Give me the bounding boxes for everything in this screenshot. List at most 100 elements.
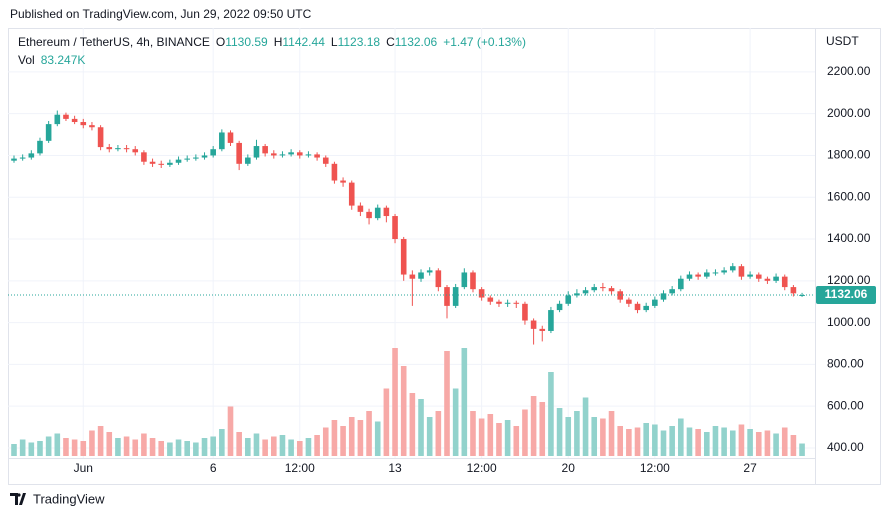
candle-body: [643, 305, 649, 311]
candle-body: [167, 162, 173, 165]
candle-body: [149, 161, 156, 164]
candle-body: [548, 310, 554, 331]
low-value: 1123.18: [337, 35, 381, 49]
candle-body: [747, 274, 753, 277]
candle-body: [461, 272, 468, 288]
volume-bar: [253, 433, 260, 456]
volume-bar: [617, 426, 623, 456]
volume-bar: [210, 436, 216, 456]
volume-bar: [634, 427, 641, 456]
candle-body: [678, 278, 684, 290]
y-tick-label: 600.00: [827, 398, 864, 412]
candle-body: [45, 124, 52, 141]
candle-body: [556, 303, 563, 311]
candle-body: [660, 293, 667, 300]
candle-body: [97, 127, 104, 148]
candle-body: [193, 157, 199, 159]
volume-bar: [149, 438, 156, 456]
candle-body: [452, 287, 459, 306]
volume-bar: [487, 414, 494, 456]
volume-bar: [643, 423, 649, 456]
volume-bar: [296, 441, 303, 456]
volume-bar: [409, 393, 416, 456]
volume-bar: [11, 444, 17, 456]
close-label: C: [386, 35, 395, 49]
volume-bar: [167, 442, 173, 456]
volume-bar: [175, 439, 182, 456]
change: +1.47 (+0.13%): [443, 35, 526, 49]
candle-body: [331, 163, 338, 181]
candle-body: [426, 270, 433, 273]
volume-bar: [591, 417, 598, 456]
candle-body: [392, 216, 398, 240]
volume-bar: [652, 424, 658, 456]
volume-bar: [106, 432, 113, 456]
candle-body: [409, 274, 416, 279]
high-value: 1142.44: [282, 35, 325, 49]
candle-body: [374, 207, 381, 219]
candle-body: [184, 158, 190, 160]
volume-bar: [201, 438, 208, 456]
volume-bar: [115, 438, 121, 456]
volume-bar: [37, 441, 43, 456]
candle-body: [600, 287, 606, 289]
candle-body: [608, 288, 615, 292]
candle-body: [253, 146, 260, 158]
volume-bar: [504, 420, 511, 456]
x-tick-label: 13: [388, 461, 402, 475]
volume-bar: [45, 436, 52, 456]
volume-bar: [686, 427, 693, 456]
candle-body: [348, 182, 355, 206]
candle-body: [712, 272, 719, 274]
candle-body: [773, 276, 779, 281]
volume-bar: [348, 417, 355, 456]
candle-body: [288, 152, 294, 155]
candle-body: [669, 289, 675, 294]
candle-body: [340, 180, 346, 183]
candle-body: [175, 159, 182, 163]
volume-bar: [452, 388, 459, 456]
volume-bar: [608, 411, 615, 456]
volume-bar: [305, 438, 312, 456]
y-tick-label: 1800.00: [827, 148, 871, 162]
candle-body: [504, 302, 511, 304]
volume-bar: [141, 433, 147, 456]
volume-bar: [522, 409, 528, 456]
candle-body: [435, 270, 442, 288]
volume-bar: [539, 402, 546, 456]
volume-bar: [704, 432, 710, 456]
volume-bar: [660, 430, 667, 456]
grid: [8, 28, 815, 458]
volume-bar: [461, 348, 468, 456]
x-tick-label: 12:00: [285, 461, 315, 475]
volume-bar: [444, 351, 450, 456]
candle-body: [106, 147, 113, 150]
candle-body: [132, 149, 139, 153]
candle-body: [652, 299, 658, 306]
volume-bar: [556, 408, 563, 456]
legend-row: Ethereum / TetherUS, 4h, BINANCE O1130.59…: [18, 35, 526, 49]
candle-body: [37, 140, 43, 154]
x-tick-label: Jun: [74, 461, 93, 475]
volume-bar: [470, 411, 476, 456]
candle-body: [799, 295, 805, 297]
volume-bar: [279, 435, 286, 456]
candle-body: [314, 154, 320, 158]
x-tick-label: 12:00: [467, 461, 497, 475]
candle-body: [704, 272, 710, 277]
candle-body: [123, 148, 130, 150]
candle-body: [626, 299, 632, 304]
volume-bar: [496, 423, 502, 456]
candle-body: [227, 132, 234, 143]
volume-bar: [374, 421, 381, 456]
candle-body: [305, 154, 312, 156]
candle-body: [54, 114, 61, 125]
volume-bar: [478, 418, 485, 456]
volume-bar: [426, 417, 433, 456]
candle-body: [530, 320, 537, 329]
candle-body: [357, 205, 364, 212]
candle-body: [418, 272, 424, 279]
volume-bar: [219, 429, 225, 456]
volume-bar: [669, 426, 675, 456]
